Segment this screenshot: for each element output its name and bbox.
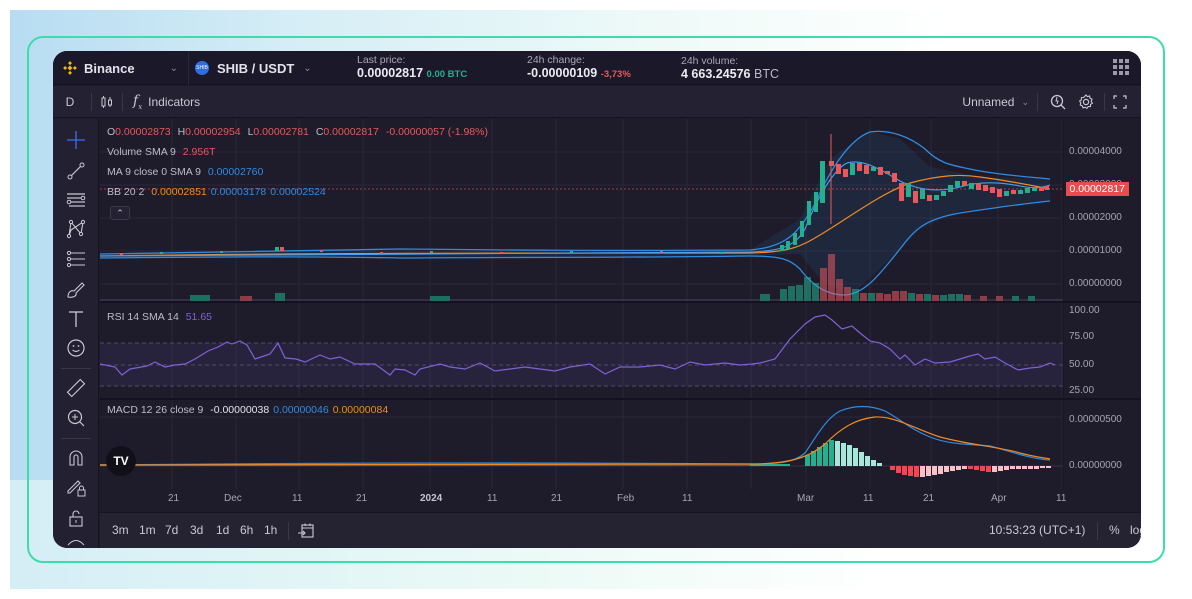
brush-icon[interactable] [65, 278, 87, 300]
volume-legend[interactable]: Volume SMA 9 2.956T [107, 146, 216, 158]
open-value: 0.00002873 [115, 126, 171, 138]
change-24h-stat: 24h change: -0.00000109 -3,73% [527, 51, 631, 85]
lock-drawings-icon[interactable] [65, 476, 87, 498]
indicators-button[interactable]: fx Indicators [133, 92, 201, 111]
macd-signal-value: 0.00000084 [332, 404, 389, 416]
range-3d[interactable]: 3d [190, 523, 204, 537]
volume-24h-unit: BTC [754, 66, 779, 81]
pattern-tool-icon[interactable] [65, 218, 87, 240]
quick-search-icon[interactable] [1049, 93, 1067, 111]
last-price-stat: Last price: 0.00002817 0.00 BTC [357, 51, 467, 85]
change-24h-percent: -3,73% [600, 69, 631, 80]
horizontal-lines-icon[interactable] [65, 189, 87, 211]
crosshair-icon[interactable] [65, 129, 87, 151]
range-1m[interactable]: 1m [139, 523, 156, 537]
bb-basis-value: 0.00002851 [151, 186, 207, 198]
toolbar-divider [1037, 93, 1038, 111]
last-price-btc: 0.00 BTC [426, 69, 468, 80]
interval-button[interactable]: D [65, 94, 75, 109]
last-price-value: 0.00002817 [357, 66, 424, 80]
ma-value: 0.00002760 [207, 166, 264, 178]
high-value: 0.00002954 [185, 126, 241, 138]
sidebar-divider [61, 368, 91, 369]
chart-canvas[interactable]: O0.00002873 H0.00002954 L0.00002781 C0.0… [100, 119, 1141, 517]
log-scale-toggle[interactable]: log [1130, 523, 1141, 537]
time-axis[interactable]: 21 Dec 11 21 2024 11 21 Feb 11 Mar 11 21… [100, 488, 1141, 512]
emoji-icon[interactable] [65, 337, 87, 359]
shib-coin-icon: SHIB [195, 61, 209, 75]
text-tool-icon[interactable] [65, 308, 87, 330]
chart-plot [100, 119, 1141, 489]
low-value: 0.00002781 [253, 126, 309, 138]
goto-date-icon[interactable] [297, 522, 315, 540]
volume-24h-stat: 24h volume: 4 663.24576 BTC [681, 51, 779, 85]
change-24h-label: 24h change: [527, 54, 585, 66]
eye-icon[interactable] [65, 533, 87, 548]
exchange-name: Binance [84, 60, 135, 76]
apps-grid-icon[interactable] [1113, 59, 1129, 75]
percent-scale-toggle[interactable]: % [1109, 523, 1120, 537]
bb-upper-value: 0.00003178 [210, 186, 267, 198]
toolbar-divider [1097, 522, 1098, 540]
range-1d[interactable]: 1d [216, 523, 230, 537]
collapse-legend-button[interactable]: ⌃ [110, 206, 130, 220]
rsi-value: 51.65 [185, 311, 212, 323]
toolbar-divider [288, 522, 289, 540]
drawing-tools-sidebar [53, 119, 99, 548]
ruler-icon[interactable] [65, 377, 87, 399]
volume-24h-label: 24h volume: [681, 54, 739, 67]
magnet-icon[interactable] [65, 447, 87, 469]
bottom-toolbar: 3m 1m 7d 3d 1d 6h 1h 10:53:23 (UTC+1) % … [100, 512, 1141, 548]
sidebar-divider [61, 438, 91, 439]
last-price-label: Last price: [357, 54, 406, 66]
macd-value: 0.00000046 [273, 404, 329, 416]
candlestick-icon [101, 95, 112, 108]
toolbar-divider [122, 92, 123, 111]
pair-name: SHIB / USDT [217, 60, 295, 76]
zoom-in-icon[interactable] [65, 407, 87, 429]
bb-lower-value: 0.00002524 [270, 186, 326, 198]
tradingview-logo[interactable]: TV [106, 446, 136, 476]
trading-chart-app: Binance ⌄ SHIB SHIB / USDT ⌄ Last price:… [53, 51, 1141, 548]
unlock-icon[interactable] [65, 507, 87, 529]
range-3m[interactable]: 3m [112, 523, 129, 537]
pair-selector[interactable]: SHIB SHIB / USDT ⌄ [195, 51, 335, 85]
trend-line-icon[interactable] [65, 160, 87, 182]
function-icon: fx [133, 92, 143, 111]
macd-hist-value: -0.00000038 [210, 404, 270, 416]
chevron-down-icon: ⌄ [1021, 96, 1029, 107]
settings-gear-icon[interactable] [1077, 93, 1095, 111]
market-header: Binance ⌄ SHIB SHIB / USDT ⌄ Last price:… [53, 51, 1141, 85]
fullscreen-icon[interactable] [1111, 93, 1129, 111]
clock-timezone[interactable]: 10:53:23 (UTC+1) [989, 523, 1086, 537]
change-24h-value: -0.00000109 [527, 66, 598, 80]
range-7d[interactable]: 7d [165, 523, 179, 537]
layout-selector[interactable]: Unnamed ⌄ [962, 95, 1029, 109]
range-1h[interactable]: 1h [264, 523, 278, 537]
ma-legend[interactable]: MA 9 close 0 SMA 9 0.00002760 [107, 166, 264, 178]
rsi-legend[interactable]: RSI 14 SMA 14 51.65 [107, 311, 212, 323]
macd-legend[interactable]: MACD 12 26 close 9 -0.00000038 0.00000046… [107, 404, 389, 416]
fib-retracement-icon[interactable] [65, 248, 87, 270]
change-value: -0.00000057 (-1.98%) [385, 126, 488, 138]
range-6h[interactable]: 6h [240, 523, 254, 537]
chart-toolbar: D fx Indicators Unnamed ⌄ [53, 86, 1141, 118]
ohlc-legend: O0.00002873 H0.00002954 L0.00002781 C0.0… [107, 126, 488, 138]
volume-24h-value: 4 663.24576 [681, 66, 751, 81]
close-value: 0.00002817 [323, 126, 379, 138]
chevron-down-icon: ⌄ [303, 62, 312, 74]
binance-logo-icon [63, 61, 77, 75]
chevron-down-icon: ⌄ [169, 62, 178, 74]
chart-type-button[interactable] [92, 86, 122, 117]
device-frame [27, 36, 1165, 563]
bb-legend[interactable]: BB 20 2 0.00002851 0.00003178 0.00002524 [107, 186, 326, 198]
price-axis[interactable]: 0.00004000 0.00003000 0.00002000 0.00001… [1069, 146, 1122, 471]
toolbar-divider [91, 92, 92, 111]
exchange-selector[interactable]: Binance ⌄ [63, 51, 189, 85]
current-price-tag: 0.00002817 [1065, 182, 1129, 196]
volume-sma-value: 2.956T [182, 146, 216, 158]
toolbar-divider [1104, 93, 1105, 111]
